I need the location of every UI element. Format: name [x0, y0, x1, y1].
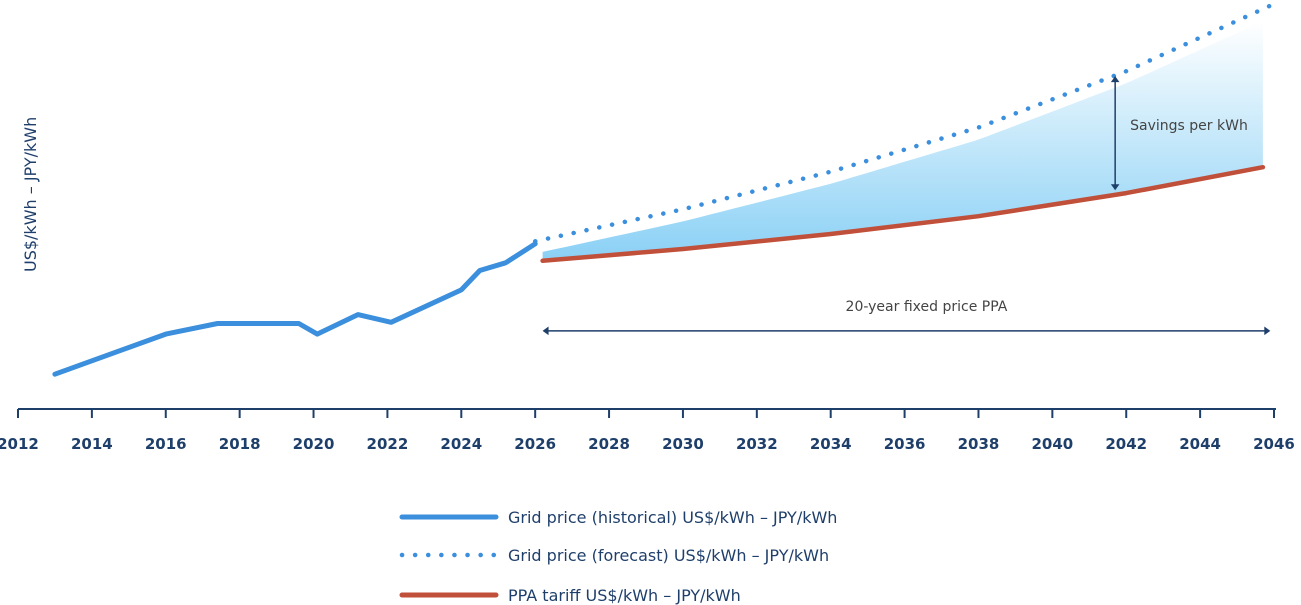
- x-tick-label: 2046: [1253, 435, 1295, 453]
- arrow-head: [1110, 76, 1120, 83]
- arrow-head: [1110, 184, 1120, 191]
- x-tick-label: 2038: [958, 435, 1000, 453]
- x-tick-label: 2028: [588, 435, 630, 453]
- savings-area: [542, 21, 1263, 261]
- series-forecast-line: [532, 1, 1277, 244]
- x-tick-label: 2014: [71, 435, 113, 453]
- series-ppa-line: [540, 164, 1266, 264]
- series-historical-line: [52, 241, 538, 377]
- x-tick-label: 2012: [0, 435, 39, 453]
- legend-label: Grid price (historical) US$/kWh – JPY/kW…: [508, 508, 837, 527]
- x-tick-label: 2016: [145, 435, 187, 453]
- x-tick-label: 2044: [1179, 435, 1221, 453]
- x-tick-label: 2040: [1031, 435, 1073, 453]
- y-axis-label: US$/kWh – JPY/kWh: [21, 117, 40, 272]
- savings-annotation: Savings per kWh: [1130, 118, 1248, 134]
- ppa-duration-annotation: 20-year fixed price PPA: [846, 299, 1008, 315]
- legend-item: PPA tariff US$/kWh – JPY/kWh: [399, 586, 741, 605]
- x-tick-label: 2032: [736, 435, 778, 453]
- x-tick-label: 2026: [514, 435, 556, 453]
- x-tick-label: 2030: [662, 435, 704, 453]
- x-tick-label: 2036: [884, 435, 926, 453]
- x-tick-label: 2018: [219, 435, 261, 453]
- arrow-head: [1264, 326, 1271, 336]
- arrow-head: [542, 326, 549, 336]
- x-tick-label: 2020: [293, 435, 335, 453]
- x-tick-label: 2034: [810, 435, 852, 453]
- x-tick-label: 2042: [1105, 435, 1147, 453]
- legend-item: Grid price (historical) US$/kWh – JPY/kW…: [399, 508, 837, 527]
- x-tick-label: 2024: [440, 435, 482, 453]
- x-tick-label: 2022: [367, 435, 409, 453]
- legend-label: PPA tariff US$/kWh – JPY/kWh: [508, 586, 741, 605]
- legend-item: Grid price (forecast) US$/kWh – JPY/kWh: [399, 546, 829, 565]
- legend-label: Grid price (forecast) US$/kWh – JPY/kWh: [508, 546, 829, 565]
